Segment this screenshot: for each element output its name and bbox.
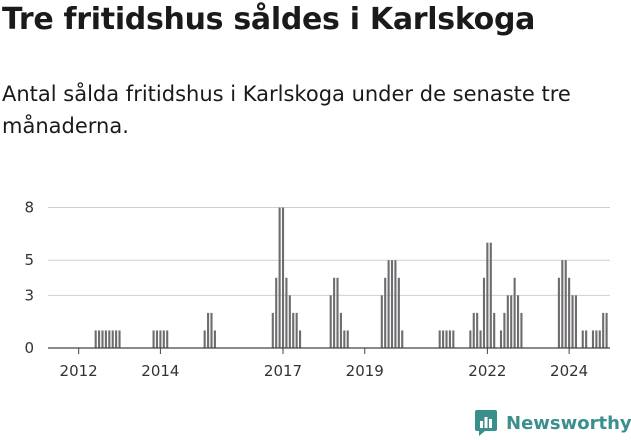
bar: [520, 312, 523, 348]
bar: [339, 312, 342, 348]
bar: [479, 330, 482, 348]
chart-subtitle: Antal sålda fritidshus i Karlskoga under…: [2, 82, 571, 138]
bar: [469, 330, 472, 348]
bar: [108, 330, 111, 348]
bar: [101, 330, 104, 348]
bar: [152, 330, 155, 348]
bar: [585, 330, 588, 348]
bar: [605, 312, 608, 348]
bar: [595, 330, 598, 348]
bar: [210, 312, 213, 348]
bar: [213, 330, 216, 348]
bar: [207, 312, 210, 348]
bar: [401, 330, 404, 348]
bar: [333, 277, 336, 348]
x-tick-label: 2014: [141, 362, 179, 380]
bar: [271, 312, 274, 348]
bar: [292, 312, 295, 348]
bar: [476, 312, 479, 348]
bar: [155, 330, 159, 348]
bar: [111, 330, 114, 348]
bar: [380, 295, 383, 348]
bar: [602, 312, 605, 348]
bar: [557, 277, 560, 348]
bar: [472, 312, 475, 348]
bar: [104, 330, 107, 348]
y-tick-label: 0: [24, 339, 34, 357]
bar: [343, 330, 346, 348]
bar: [516, 295, 520, 348]
bar: [346, 330, 349, 348]
bar: [203, 330, 206, 348]
bar: [394, 260, 397, 348]
bar: [493, 312, 496, 348]
bar: [387, 260, 390, 348]
bar: [275, 277, 278, 348]
bar: [510, 295, 513, 348]
bar: [482, 277, 486, 348]
bar-chart: 0 3 5 8 2012 2014 2017 2019 2022 2024: [24, 199, 610, 380]
brand-name: Newsworthy: [506, 412, 631, 434]
bar: [298, 330, 302, 348]
bar: [568, 277, 571, 348]
bar: [506, 295, 509, 348]
bar: [390, 260, 394, 348]
bar: [278, 207, 281, 348]
x-tick-label: 2024: [550, 362, 588, 380]
bar: [591, 330, 595, 348]
x-tick-label: 2019: [346, 362, 384, 380]
bar: [564, 260, 567, 348]
x-axis: 2012 2014 2017 2019 2022 2024: [48, 347, 610, 380]
x-tick-label: 2012: [60, 362, 98, 380]
bar: [442, 330, 445, 348]
x-tick-label: 2017: [264, 362, 302, 380]
bar: [118, 330, 121, 348]
bar: [598, 330, 601, 348]
bar: [489, 242, 492, 348]
bar: [94, 330, 97, 348]
y-tick-label: 8: [24, 199, 34, 217]
bar: [513, 277, 516, 348]
bar: [329, 295, 332, 348]
bar: [397, 277, 400, 348]
bar: [561, 260, 564, 348]
bar: [281, 207, 285, 348]
chart-title: Tre fritidshus såldes i Karlskoga: [2, 2, 536, 37]
x-tick-label: 2022: [468, 362, 506, 380]
bar: [115, 330, 118, 348]
bar: [503, 312, 506, 348]
gridlines: [48, 207, 610, 349]
bar: [448, 330, 451, 348]
bar: [384, 277, 387, 348]
bar: [452, 330, 455, 348]
y-tick-label: 5: [24, 251, 34, 269]
bar: [98, 330, 101, 348]
y-tick-label: 3: [24, 286, 34, 304]
y-axis-labels: 0 3 5 8: [24, 199, 34, 357]
bar: [486, 242, 489, 348]
bar: [295, 312, 298, 348]
newsworthy-icon: [475, 410, 497, 436]
bar: [581, 330, 584, 348]
bar: [571, 295, 574, 348]
bar: [574, 295, 577, 348]
bar: [336, 277, 339, 348]
bar: [438, 330, 441, 348]
bar: [288, 295, 291, 348]
bar: [166, 330, 169, 348]
bar: [159, 330, 162, 348]
bar: [445, 330, 448, 348]
brand-logo[interactable]: Newsworthy: [474, 406, 631, 440]
bars: [94, 207, 608, 348]
bar: [285, 277, 288, 348]
bar: [499, 330, 503, 348]
bar: [162, 330, 165, 348]
